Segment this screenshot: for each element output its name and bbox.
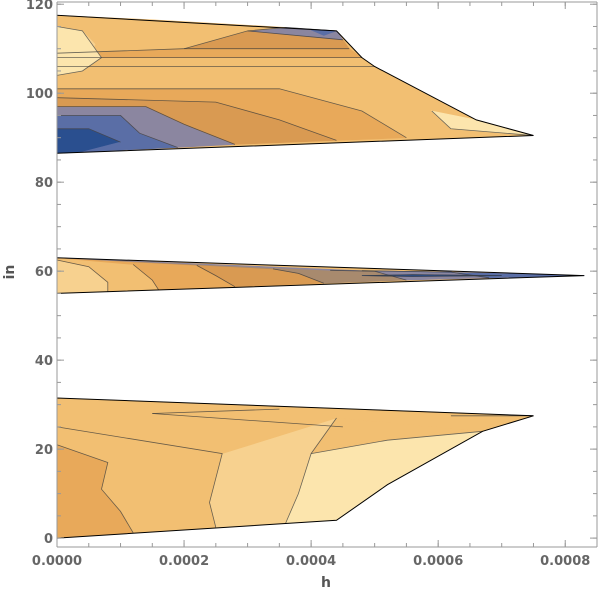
upper-band-contour-line-2 (57, 106, 236, 145)
middle-band-contour-line-1 (132, 264, 159, 291)
y-tick-label: 40 (35, 354, 53, 369)
lower-band-contour-line-3 (311, 430, 483, 454)
axis-ticks: 0.0000 0.0002 0.0004 0.0006 0.0008 0 20 40 60 80 1… (26, 0, 598, 569)
upper-band-contour-line-10 (56, 26, 103, 76)
lower-band-contour-line-1 (56, 426, 223, 528)
upper-band-contour-line-4 (57, 88, 407, 139)
upper-band-contour-line-3 (56, 97, 337, 141)
upper-band-contour-line-11 (431, 110, 534, 136)
upper-band-band-7 (56, 57, 376, 67)
x-tick-label: 0.0006 (413, 554, 463, 569)
x-tick-label: 0.0002 (159, 554, 209, 569)
middle-band-contour-line-0 (56, 259, 109, 292)
lower-band-contour-line-0 (56, 444, 134, 534)
lower-band-contour-line-4 (152, 408, 280, 414)
y-tick-label: 20 (35, 443, 53, 458)
upper-band-contour-line-1 (57, 115, 178, 148)
y-tick-label: 0 (44, 532, 53, 547)
middle-band-contour-line-2 (196, 265, 236, 288)
y-tick-label: 80 (35, 176, 53, 191)
x-tick-label: 0.0004 (286, 554, 336, 569)
contour-bands (56, 14, 585, 539)
y-tick-label: 100 (26, 87, 53, 102)
lower-band-contour-line-5 (152, 413, 343, 428)
y-tick-label: 60 (35, 265, 53, 280)
upper-band-contour-line-0 (57, 128, 121, 143)
x-axis-title: h (321, 575, 331, 591)
middle-band-contour-line-6 (361, 274, 502, 277)
x-tick-label: 0.0000 (32, 554, 82, 569)
y-tick-label: 120 (26, 0, 53, 13)
y-axis-title: in (2, 265, 18, 280)
contour-lines (56, 26, 534, 534)
middle-band-contour-line-3 (272, 268, 324, 284)
lower-band-contour-line-2 (285, 417, 337, 524)
upper-band-outline (56, 14, 534, 154)
x-tick-label: 0.0008 (540, 554, 590, 569)
